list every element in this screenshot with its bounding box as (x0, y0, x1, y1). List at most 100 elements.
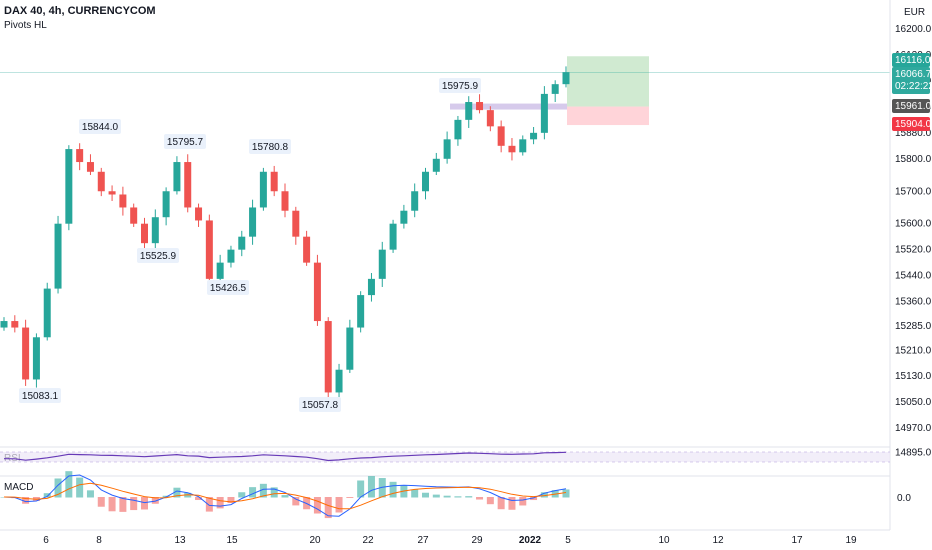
macd-histogram-bar (313, 497, 321, 514)
y-tick-label: 15440.0 (895, 271, 932, 282)
pivot-low-label: 15426.5 (210, 283, 247, 294)
current-price-badge: 16066.7 (895, 69, 932, 80)
y-tick-label: 15050.0 (895, 397, 932, 408)
candle-body (519, 139, 527, 153)
pivot-label-box (164, 134, 206, 149)
macd-histogram-bar (249, 487, 257, 498)
candle-body (465, 102, 473, 120)
macd-label: MACD (4, 482, 34, 493)
chart-title: DAX 40, 4h, CURRENCYCOM (4, 5, 156, 17)
candle-body (292, 210, 300, 237)
macd-histogram-bar (454, 496, 462, 498)
macd-histogram-bar (97, 497, 105, 507)
candle-body (389, 223, 397, 250)
candle-body (378, 249, 386, 279)
y-tick-label: 15520.0 (895, 245, 932, 256)
macd-histogram-bar (270, 487, 278, 498)
macd-histogram-bar (422, 492, 429, 498)
macd-histogram-bar (519, 497, 527, 506)
candle-body (0, 321, 8, 328)
candle-body (367, 278, 375, 296)
macd-histogram-bar (292, 497, 300, 506)
candle-body (216, 262, 224, 279)
y-tick-label: 15800.0 (895, 154, 932, 165)
macd-histogram-bar (173, 487, 181, 498)
candle-body (551, 84, 559, 94)
candle-body (270, 171, 278, 192)
macd-histogram-bar (411, 489, 419, 498)
y-tick-label: 15700.0 (895, 186, 932, 197)
candle-body (411, 191, 419, 211)
macd-histogram-bar (76, 477, 84, 498)
candle-body (205, 220, 213, 279)
macd-histogram-bar (119, 497, 127, 512)
x-tick-label: 19 (845, 535, 857, 546)
y-tick-label: 14895.0 (895, 447, 932, 458)
candle-body (313, 262, 321, 322)
candle-body (238, 236, 246, 250)
candle-body (476, 102, 484, 111)
macd-histogram-bar (400, 485, 408, 498)
candle-body (335, 369, 343, 393)
candle-body (76, 149, 84, 163)
current-price-bg (892, 67, 930, 94)
x-tick-label: 29 (471, 535, 483, 546)
candle-body (141, 223, 148, 244)
macd-histogram-bar (238, 492, 246, 498)
entry-price-badge: 15961.0 (895, 101, 932, 112)
x-tick-label: 27 (417, 535, 429, 546)
candle-body (97, 171, 105, 192)
candle-body (32, 337, 40, 380)
macd-histogram-bar (259, 483, 267, 498)
x-tick-label: 15 (226, 535, 238, 546)
macd-histogram-bar (195, 497, 203, 501)
macd-histogram-bar (486, 497, 494, 505)
x-tick-label: 22 (362, 535, 374, 546)
candle-body (281, 191, 289, 211)
candle-body (184, 162, 192, 208)
candle-body (540, 93, 548, 133)
candle-body (43, 288, 51, 338)
candle-body (195, 207, 203, 221)
y-tick-label: 15880.0 (895, 128, 932, 139)
x-tick-label: 5 (565, 535, 571, 546)
macd-histogram-bar (86, 490, 94, 498)
macd-histogram-bar (357, 480, 365, 498)
stop-price-badge: 15904.0 (895, 119, 932, 130)
macd-histogram-bar (476, 497, 484, 500)
stop-price-badge-bg (892, 117, 930, 131)
candle-body (119, 194, 127, 208)
y-tick-label: 15600.0 (895, 219, 932, 230)
candle-body (432, 158, 440, 172)
candle-body (162, 191, 170, 218)
candle-body (508, 145, 516, 153)
pivot-low-label: 15525.9 (140, 251, 177, 262)
pivot-label-box (299, 397, 341, 412)
candle-body (11, 321, 19, 328)
target-zone (567, 56, 649, 107)
target-price-badge: 16116.0 (895, 55, 931, 66)
macd-histogram-bar (530, 497, 538, 501)
x-tick-label: 6 (43, 535, 49, 546)
macd-histogram-bar (432, 494, 440, 498)
countdown-badge: 02:22:22 (895, 81, 932, 92)
pivot-label-box (207, 280, 249, 295)
candle-body (357, 295, 365, 328)
candle-body (303, 236, 311, 263)
candle-body (65, 149, 73, 224)
macd-histogram-bar (205, 497, 213, 512)
macd-histogram-bar (151, 497, 159, 504)
macd-histogram-bar (54, 478, 62, 498)
y-tick-label: 14970.0 (895, 423, 932, 434)
rsi-band (0, 452, 890, 462)
macd-histogram-bar (281, 495, 289, 498)
y-tick-label: 15210.0 (895, 345, 932, 356)
macd-histogram-bar (443, 495, 451, 498)
candle-body (486, 110, 494, 127)
target-price-badge-bg (892, 53, 930, 67)
x-tick-label: 2022 (519, 535, 542, 546)
x-tick-label: 12 (712, 535, 724, 546)
pivot-label-box (249, 139, 291, 154)
macd-histogram-bar (216, 497, 224, 509)
